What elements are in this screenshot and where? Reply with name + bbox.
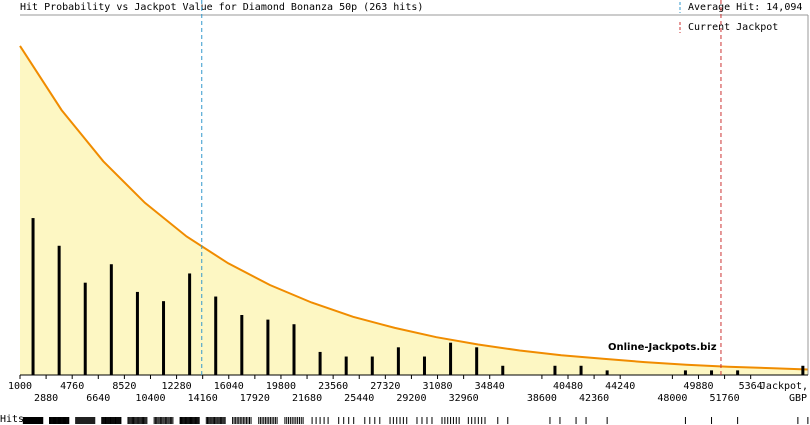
curve-area [20,45,808,376]
x-tick-label: 48000 [657,393,687,404]
bar [240,315,244,375]
x-tick-label: 21680 [292,393,322,404]
bar [501,365,505,375]
bar [135,291,139,375]
bar [318,351,322,375]
bar [57,245,61,375]
x-tick-label: 49880 [683,381,713,392]
x-tick-label: 14160 [188,393,218,404]
legend-label: Average Hit: 14,094 [688,2,802,13]
x-tick-label: 19800 [266,381,296,392]
bar [396,347,400,375]
x-tick-label: 34840 [475,381,505,392]
x-tick-label: 31080 [422,381,452,392]
bar [736,370,740,375]
bar [31,218,35,375]
x-tick-label: 44240 [605,381,635,392]
x-tick-label: 51760 [710,393,740,404]
x-tick-label: 2880 [34,393,58,404]
bar [214,296,218,375]
x-tick-label: 25440 [344,393,374,404]
bar [553,365,557,375]
x-tick-label: 32960 [449,393,479,404]
x-tick-label: 16040 [214,381,244,392]
bar [475,347,479,375]
x-tick-label: 42360 [579,393,609,404]
x-tick-label: 6640 [86,393,110,404]
bar [801,365,805,375]
x-tick-label: 4760 [60,381,84,392]
chart-title: Hit Probability vs Jackpot Value for Dia… [20,2,423,13]
bar [266,319,270,375]
bar [344,356,348,375]
x-tick-label: 23560 [318,381,348,392]
bar [449,342,453,375]
bar [162,301,166,375]
bar [710,370,714,375]
bar [422,356,426,375]
fitted-curve [19,45,809,371]
x-tick-label: 29200 [396,393,426,404]
x-tick-label: 17920 [240,393,270,404]
x-tick-label: 1000 [8,381,32,392]
bar [83,282,87,375]
bar [292,324,296,375]
legend-label: Current Jackpot [688,22,778,33]
x-axis-label: GBP [789,393,807,404]
x-tick-label: 8520 [112,381,136,392]
bar [370,356,374,375]
x-tick-label: 27320 [370,381,400,392]
bar [579,365,583,375]
x-tick-label: 10400 [135,393,165,404]
bar [683,370,687,375]
bar [188,273,192,375]
x-tick-label: 5364 [739,381,763,392]
x-axis-label: Jackpot, [760,381,808,392]
x-tick-label: 38600 [527,393,557,404]
x-tick-label: 40480 [553,381,583,392]
bar [109,264,113,375]
bar [605,370,609,375]
watermark: Online-Jackpots.biz [608,342,717,353]
x-tick-label: 12280 [162,381,192,392]
rug-label: Hits [0,414,24,425]
